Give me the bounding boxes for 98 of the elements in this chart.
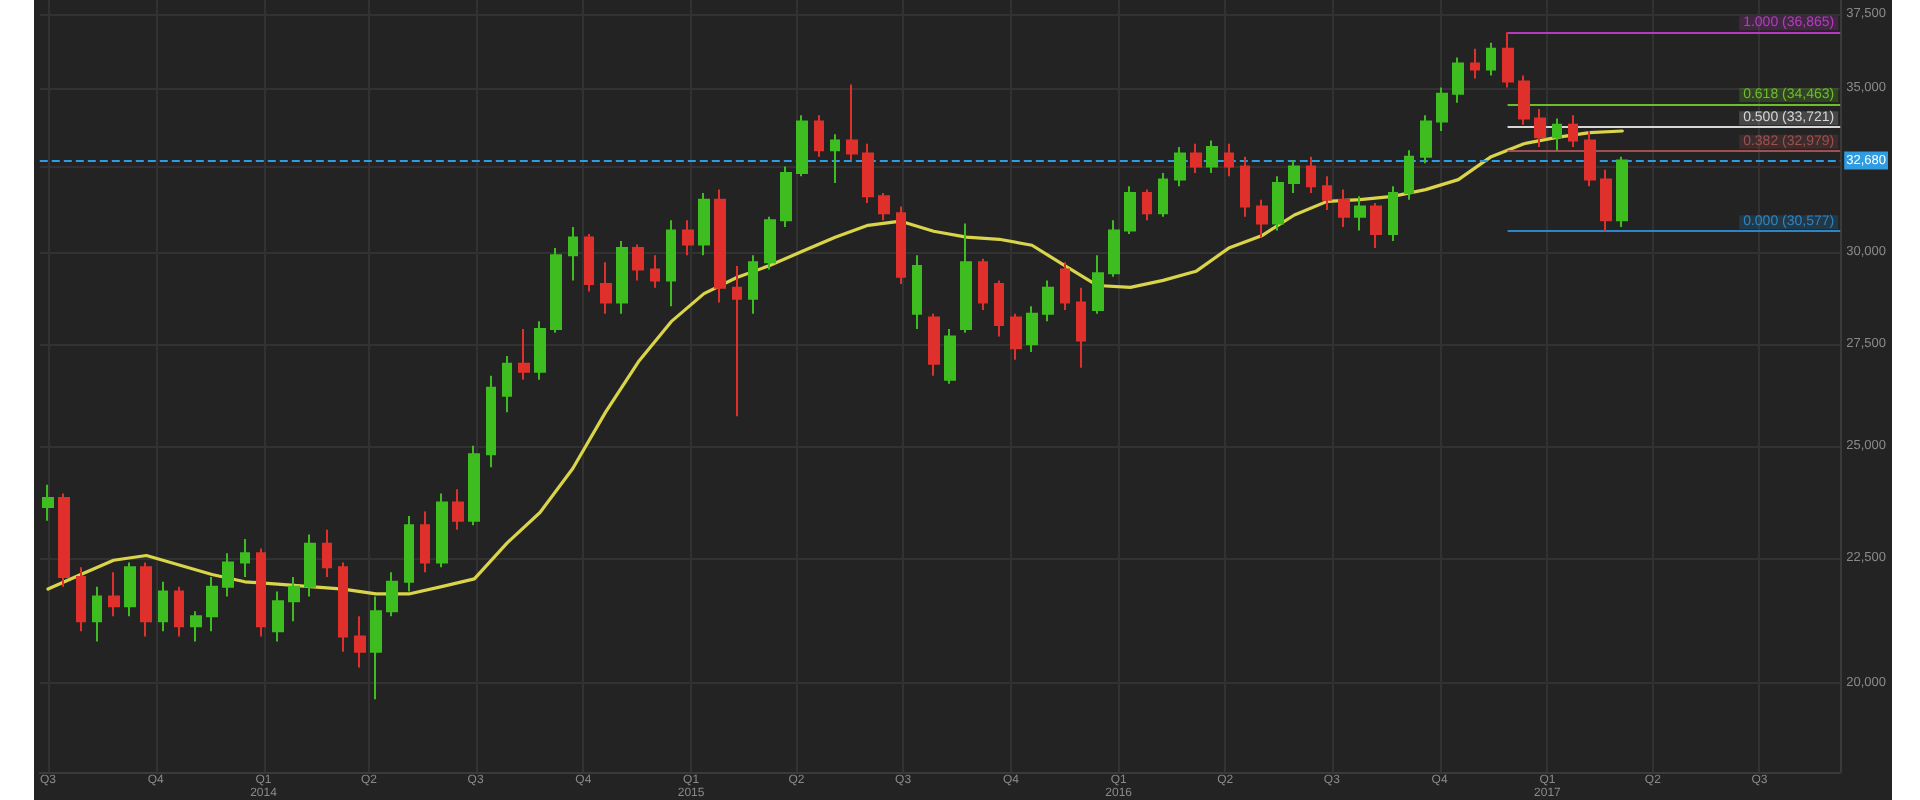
candlestick (1224, 142, 1234, 178)
candlestick (304, 533, 316, 598)
candlestick (944, 327, 956, 385)
candlestick (288, 575, 300, 623)
candlestick (190, 610, 202, 643)
candlestick (502, 354, 512, 414)
candlestick (1534, 108, 1546, 148)
candlestick (616, 240, 628, 315)
candlestick (256, 547, 266, 638)
candlestick (1420, 114, 1432, 165)
candlestick (1190, 142, 1202, 174)
candlestick (1206, 139, 1218, 174)
candlestick (1502, 31, 1514, 89)
candlestick (698, 191, 710, 257)
candlestick (748, 254, 758, 315)
candlestick (600, 261, 612, 315)
candlestick (1600, 168, 1612, 233)
candlestick (452, 488, 464, 531)
candlestick (1124, 185, 1136, 236)
candlestick (1108, 219, 1120, 278)
candlestick (1158, 172, 1168, 218)
candlestick (912, 254, 922, 330)
candlestick (1552, 117, 1562, 152)
candlestick (878, 191, 890, 222)
candlestick (928, 312, 940, 377)
candlestick (1370, 202, 1382, 250)
candlestick (796, 114, 808, 178)
candlestick (1060, 261, 1070, 311)
candlestick (272, 590, 284, 643)
candlestick (1306, 155, 1316, 194)
candlestick (960, 222, 972, 334)
candlestick (994, 279, 1004, 338)
candlestick (1404, 149, 1414, 201)
candlestick (1026, 305, 1038, 354)
candlestick (830, 133, 840, 184)
candlestick (58, 492, 70, 588)
candlestick (714, 188, 726, 304)
candlestick (632, 243, 644, 282)
candlestick (1240, 155, 1250, 218)
candlestick (468, 444, 480, 527)
candlestick (1042, 279, 1054, 323)
candlestick (76, 566, 86, 633)
line-series (46, 129, 1624, 596)
candlestick (1584, 130, 1596, 188)
candlestick (1174, 145, 1186, 188)
candlestick (1470, 47, 1480, 80)
candlestick (1092, 254, 1104, 315)
candlestick (1256, 198, 1268, 239)
candlestick (666, 219, 676, 308)
candlestick (338, 561, 348, 653)
candlestick (222, 552, 234, 598)
candlestick (108, 571, 120, 618)
candlestick (896, 205, 906, 286)
candlestick (1354, 195, 1366, 232)
candlestick (240, 538, 250, 578)
candlestick (1388, 185, 1398, 243)
candlestick (1272, 175, 1284, 232)
candlestick (92, 585, 102, 643)
candlestick (568, 226, 578, 282)
candlestick (650, 254, 660, 289)
candlestick (1568, 114, 1578, 148)
candlestick (322, 528, 332, 578)
candlestick (732, 264, 742, 418)
candlestick (174, 585, 184, 638)
candlestick (1010, 312, 1022, 361)
candlestick (978, 257, 988, 311)
candlestick (1518, 74, 1530, 126)
candlestick (1076, 286, 1086, 369)
candlestick (1142, 188, 1152, 222)
candlestick (206, 575, 218, 633)
candlestick (370, 595, 382, 701)
candlestick (1288, 158, 1300, 194)
candlestick (436, 492, 448, 569)
candlestick (158, 580, 168, 633)
candlestick (780, 165, 792, 229)
candlestick (846, 83, 858, 161)
candlestick (518, 327, 530, 381)
candlestick (486, 374, 496, 469)
candlestick (354, 615, 366, 669)
candlestick (1616, 155, 1628, 229)
candlestick (814, 114, 824, 158)
candlestick (764, 215, 776, 271)
candlestick (682, 219, 694, 257)
candlestick (386, 571, 398, 618)
candlestick (1322, 175, 1332, 211)
candlestick (42, 483, 54, 522)
candlestick (124, 561, 136, 618)
candlestick (1338, 188, 1350, 229)
candlestick (550, 247, 562, 334)
candlestick (534, 320, 546, 381)
candlestick (862, 142, 874, 205)
candlestick (1486, 41, 1496, 77)
candlestick (420, 510, 430, 574)
candlestick (404, 515, 414, 593)
candlestick (140, 561, 152, 638)
candlestick (1452, 56, 1464, 104)
candlestick (1436, 86, 1448, 132)
candlestick (584, 233, 594, 293)
